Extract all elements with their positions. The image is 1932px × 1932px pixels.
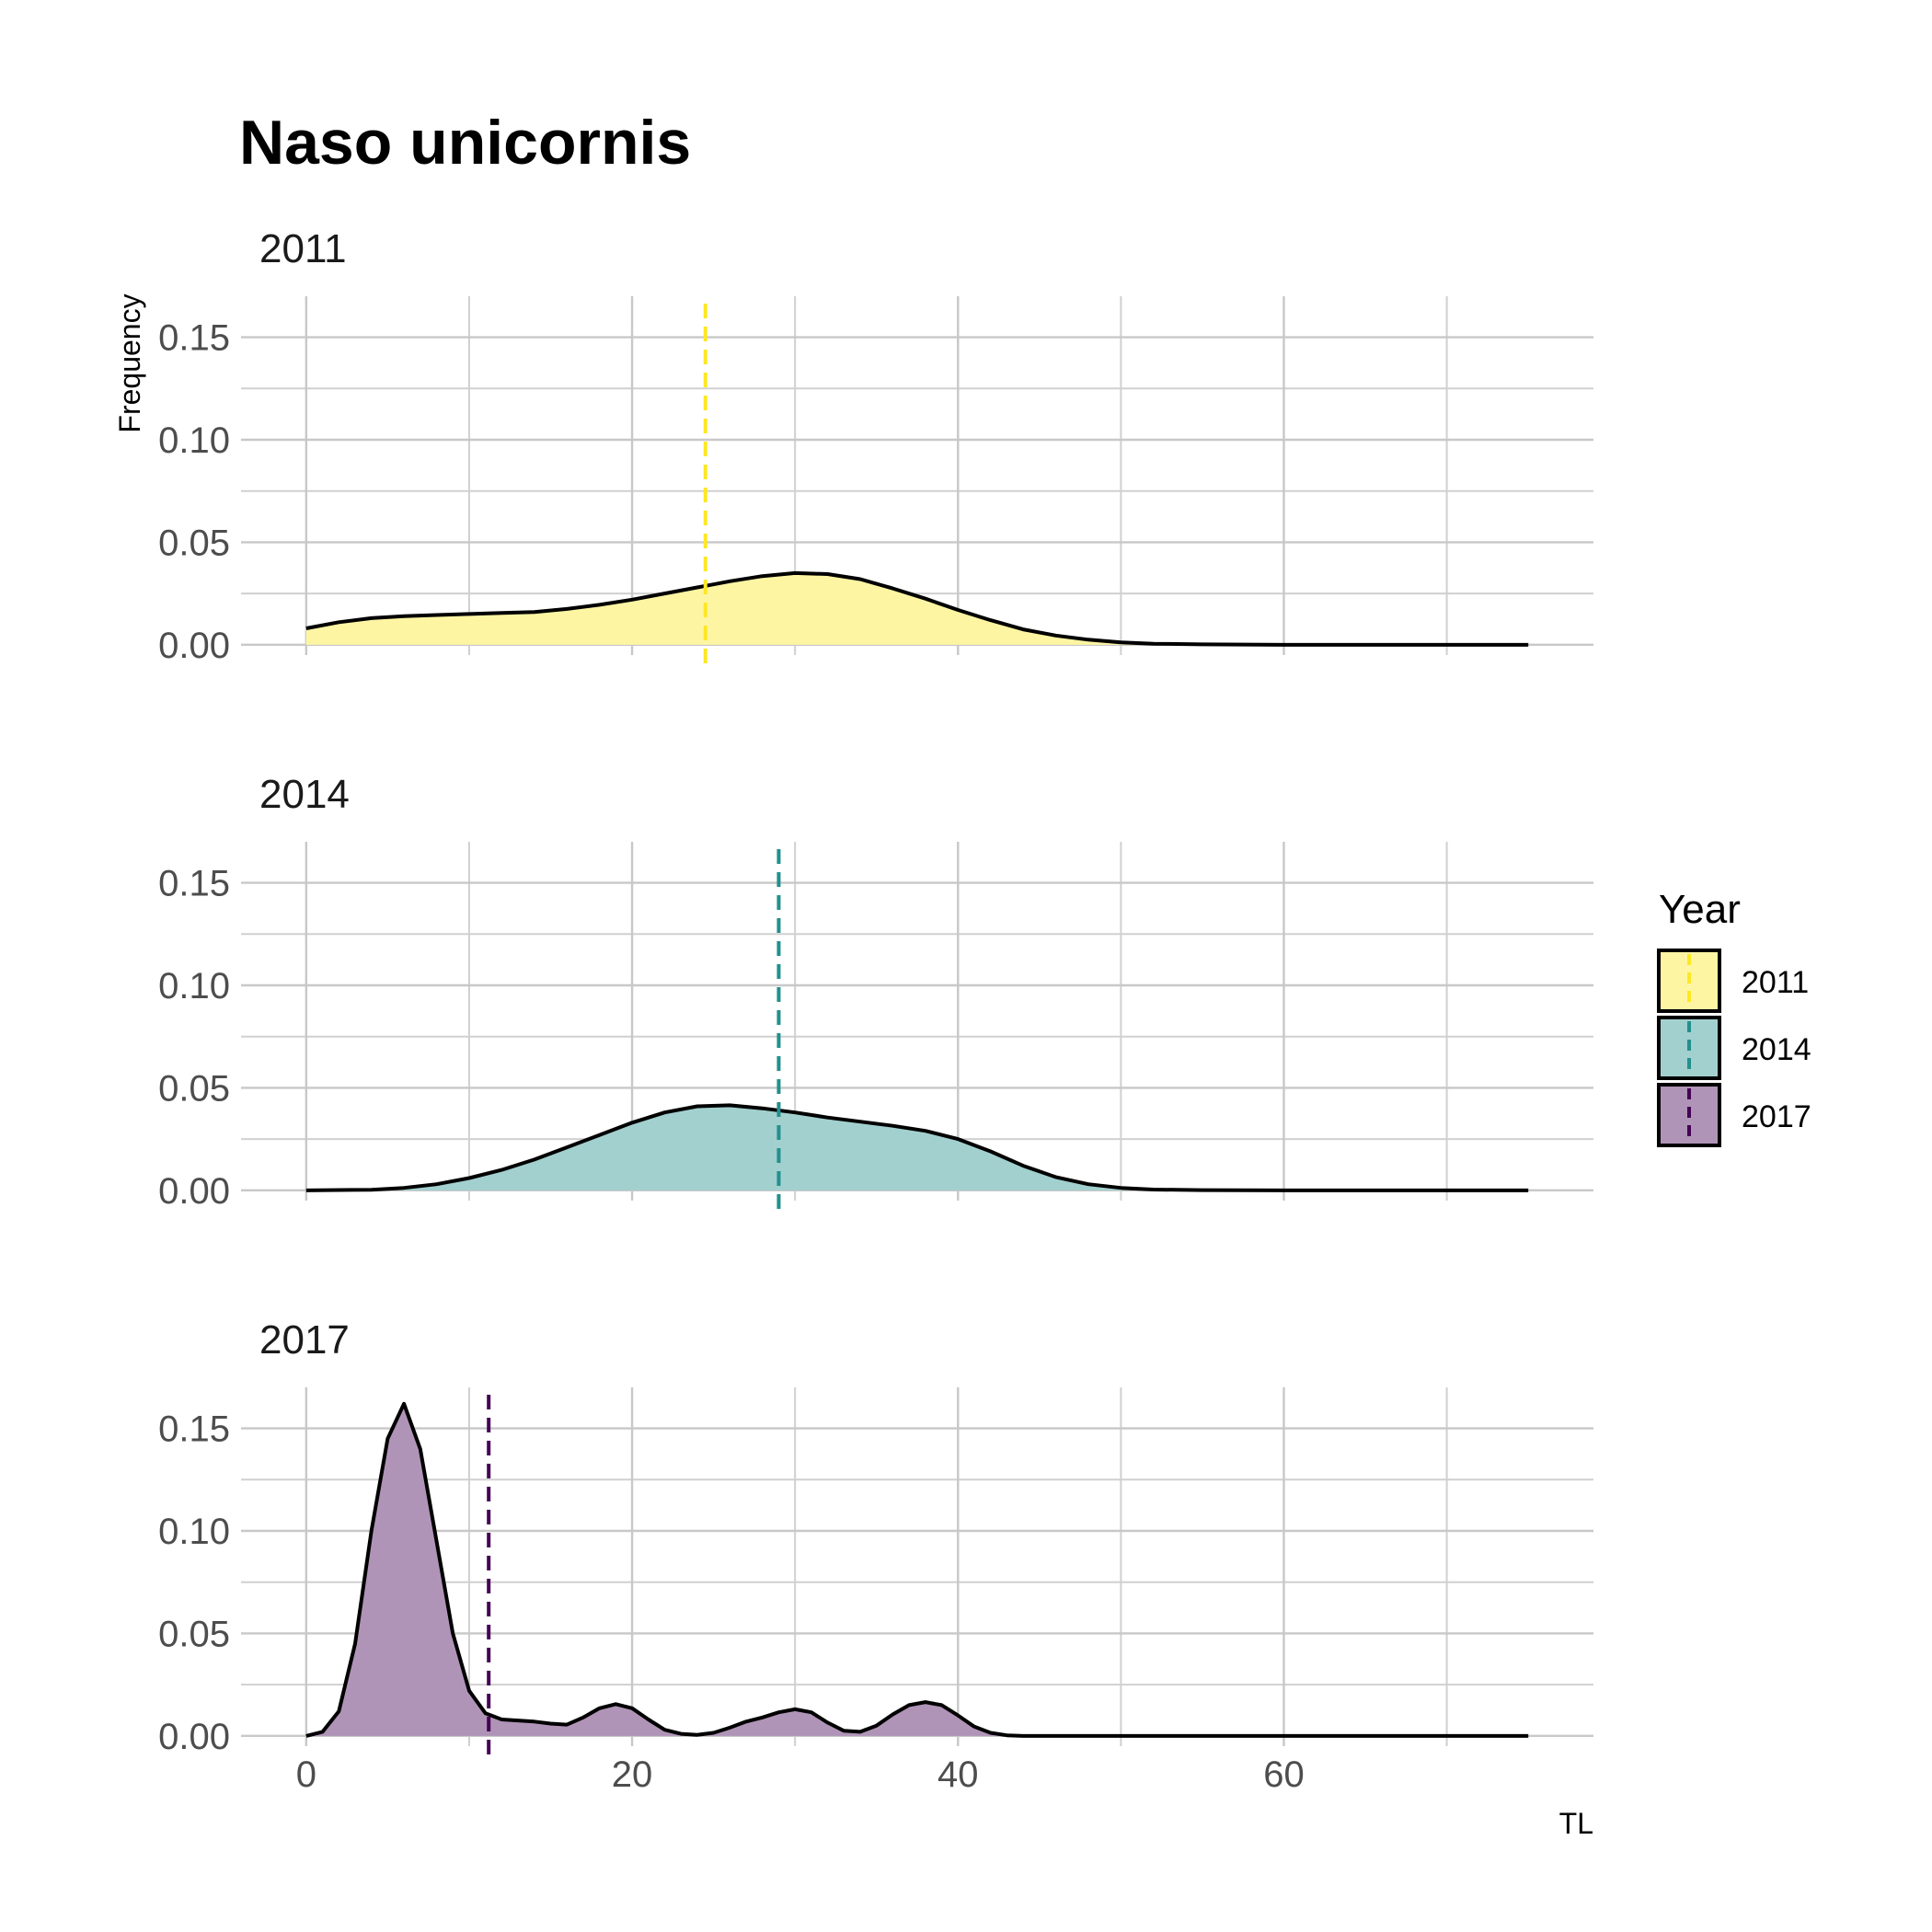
density-line bbox=[305, 1401, 1529, 1738]
y-tick-label: 0.00 bbox=[158, 626, 230, 666]
x-tick-label: 60 bbox=[1263, 1754, 1305, 1795]
x-tick-label: 0 bbox=[296, 1754, 316, 1795]
facet-panel-2011: 2011 0.00 0.05 0.10 0.15 bbox=[158, 226, 1593, 672]
facet-panels: 2011 0.00 0.05 0.10 0.15 2014 0.00 0.05 0.10 0.15… bbox=[158, 226, 1593, 1795]
x-tick-label: 20 bbox=[612, 1754, 653, 1795]
x-tick-label: 40 bbox=[937, 1754, 979, 1795]
y-tick-label: 0.00 bbox=[158, 1717, 230, 1757]
legend-items: 2011 2014 2017 bbox=[1657, 949, 1811, 1147]
facet-label: 2014 bbox=[259, 772, 350, 817]
legend-item-2014: 2014 bbox=[1657, 1016, 1811, 1080]
y-axis-label: Frequency bbox=[113, 293, 146, 432]
legend-item-2017: 2017 bbox=[1657, 1083, 1811, 1147]
density-area bbox=[305, 1403, 1529, 1736]
facet-label: 2017 bbox=[259, 1317, 350, 1363]
legend-label: 2014 bbox=[1742, 1032, 1811, 1067]
legend-item-2011: 2011 bbox=[1657, 949, 1809, 1013]
facet-panel-2017: 2017 0.00 0.05 0.10 0.15 bbox=[158, 1317, 1593, 1763]
y-tick-label: 0.15 bbox=[158, 318, 230, 359]
density-area bbox=[305, 572, 1529, 645]
y-tick-label: 0.10 bbox=[158, 1512, 230, 1552]
legend-label: 2017 bbox=[1742, 1099, 1811, 1134]
y-tick-label: 0.05 bbox=[158, 1614, 230, 1654]
y-tick-label: 0.10 bbox=[158, 420, 230, 461]
y-tick-label: 0.10 bbox=[158, 966, 230, 1006]
density-area bbox=[305, 1105, 1529, 1190]
density-line bbox=[305, 1103, 1529, 1192]
x-axis-label: TL bbox=[1559, 1807, 1593, 1840]
facet-label: 2011 bbox=[259, 226, 347, 271]
y-tick-label: 0.15 bbox=[158, 864, 230, 904]
y-tick-label: 0.05 bbox=[158, 1068, 230, 1109]
chart-title: Naso unicornis bbox=[239, 108, 691, 178]
legend-label: 2011 bbox=[1742, 965, 1809, 1000]
density-line bbox=[305, 570, 1529, 647]
x-axis-ticks: 0 20 40 60 bbox=[296, 1754, 1305, 1795]
legend: Year 2011 2014 2017 bbox=[1657, 887, 1811, 1147]
legend-title: Year bbox=[1659, 887, 1741, 932]
y-tick-label: 0.15 bbox=[158, 1409, 230, 1450]
y-tick-label: 0.00 bbox=[158, 1171, 230, 1212]
y-tick-label: 0.05 bbox=[158, 523, 230, 563]
facet-panel-2014: 2014 0.00 0.05 0.10 0.15 bbox=[158, 772, 1593, 1217]
